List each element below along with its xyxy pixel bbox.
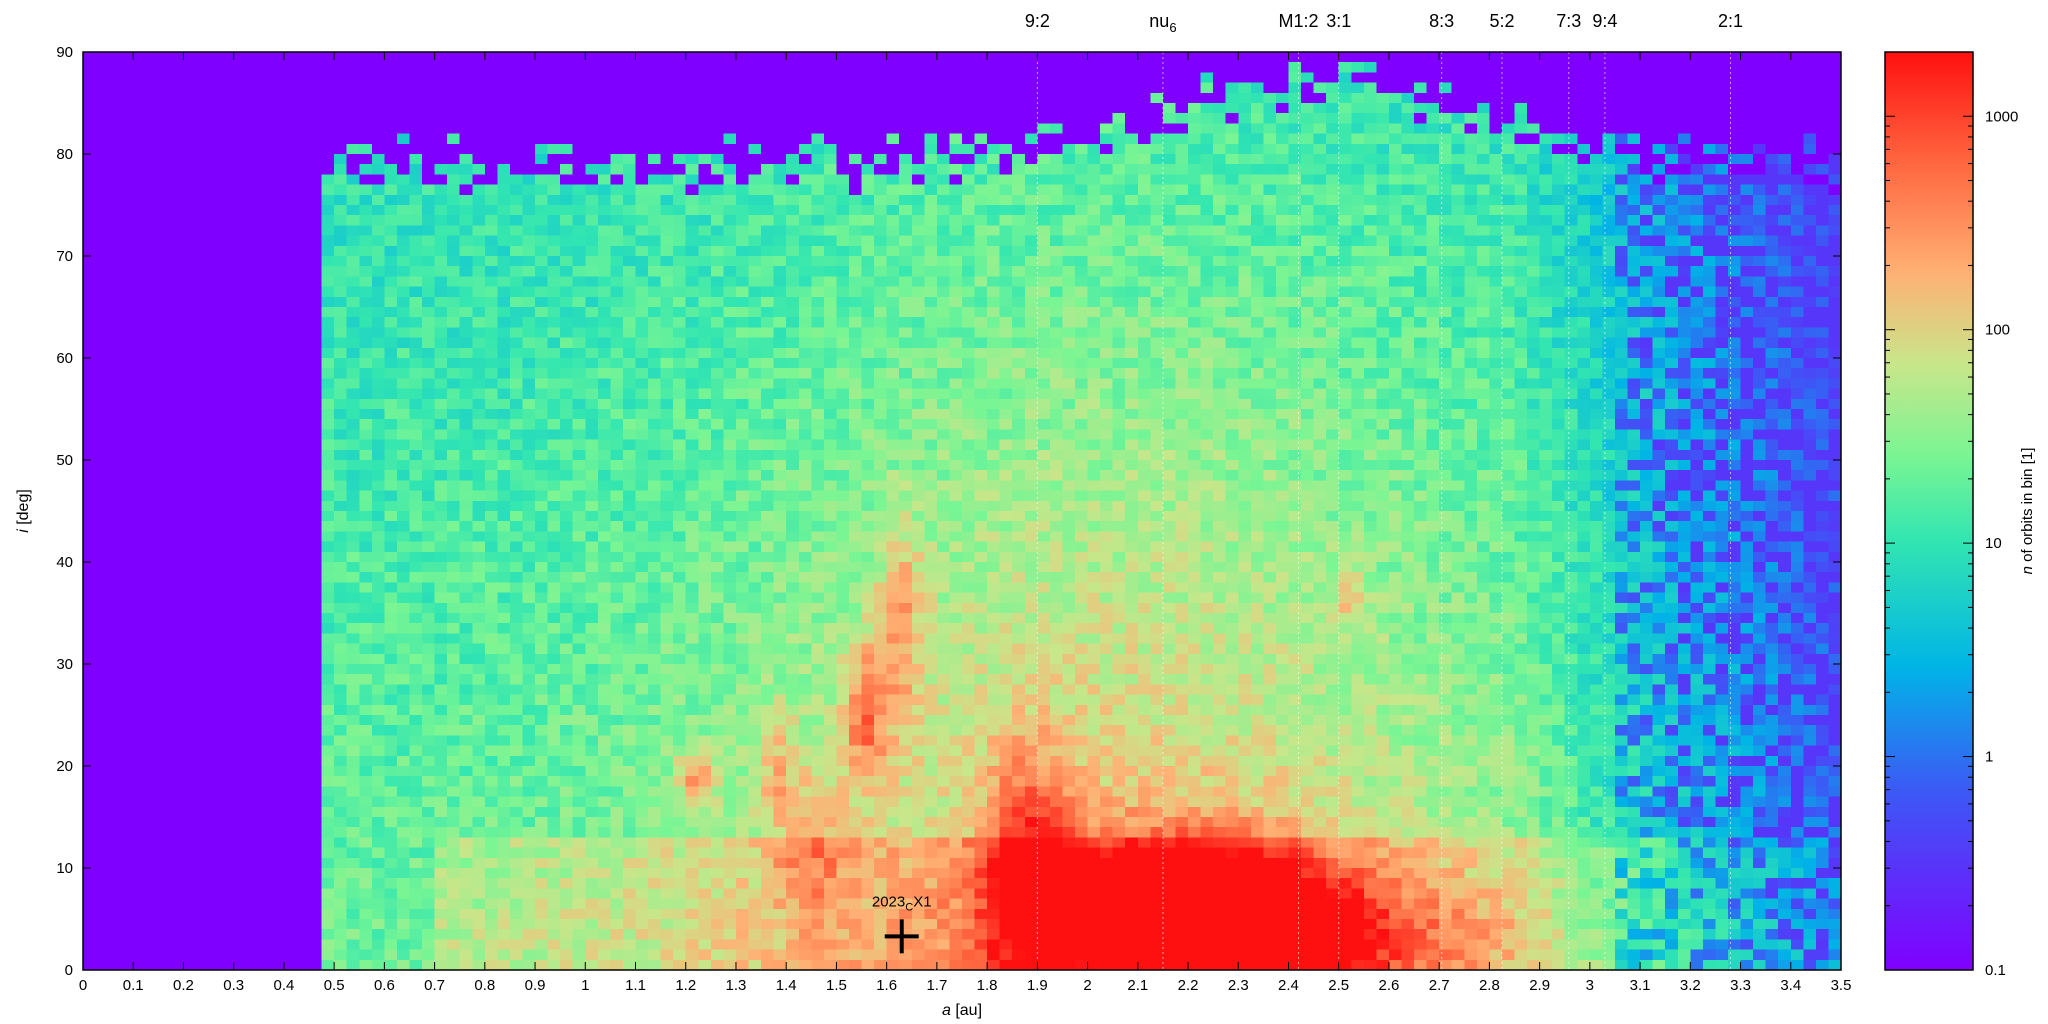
marker-label-suffix: X1 [913, 893, 931, 910]
x-tick-label: 0.6 [374, 977, 395, 994]
x-tick-label: 1.9 [1027, 977, 1048, 994]
x-tick-label: 1.6 [876, 977, 897, 994]
resonance-label-text: 5:2 [1489, 11, 1514, 31]
x-tick-label: 1 [581, 977, 589, 994]
y-tick-label: 60 [56, 350, 73, 367]
colorbar-tick-label: 100 [1985, 322, 2010, 339]
marker-label-main: 2023 [872, 893, 905, 910]
x-tick-label: 0.7 [424, 977, 445, 994]
x-tick-label: 0.1 [123, 977, 144, 994]
x-tick-label: 0.2 [173, 977, 194, 994]
colorbar: 0.1 1 10 100 1000 n of orbits in bin [1] [1884, 51, 2036, 979]
colorbar-label-var: n [2019, 566, 2036, 574]
colorbar-tick-label: 10 [1985, 535, 2002, 552]
y-tick-label: 0 [65, 962, 73, 979]
x-tick-label: 2.2 [1178, 977, 1199, 994]
x-tick-label: 1.1 [625, 977, 646, 994]
x-tick-label: 3.5 [1831, 977, 1852, 994]
resonance-label-sub: 6 [1169, 20, 1176, 35]
resonance-label: 5:2 [1489, 11, 1514, 31]
resonance-label: 8:3 [1429, 11, 1454, 31]
marker-label: 2023CX1 [872, 893, 932, 913]
resonance-label-text: 9:4 [1592, 11, 1617, 31]
x-tick-label: 2.3 [1228, 977, 1249, 994]
colorbar-tick-label: 0.1 [1985, 962, 2006, 979]
x-tick-label: 0.8 [474, 977, 495, 994]
plot-area [83, 52, 1841, 970]
marker-label-sub: C [905, 901, 913, 913]
x-tick-label: 2.8 [1479, 977, 1500, 994]
colorbar-label: n of orbits in bin [1] [2019, 448, 2036, 575]
y-axis-label: i [deg] [15, 489, 32, 533]
plot-frame [82, 51, 1842, 971]
x-tick-label: 1.7 [926, 977, 947, 994]
resonance-label-text: M1:2 [1279, 11, 1319, 31]
x-tick-label: 2 [1083, 977, 1091, 994]
heatmap-raster [83, 52, 1841, 970]
colorbar-tick-label: 1 [1985, 749, 1993, 766]
y-tick-label: 80 [56, 146, 73, 163]
x-tick-label: 3.1 [1630, 977, 1651, 994]
x-tick-label: 3.3 [1730, 977, 1751, 994]
resonance-label-text: 3:1 [1326, 11, 1351, 31]
x-tick-label: 0.4 [273, 977, 294, 994]
x-axis-label: a [au] [942, 1002, 982, 1019]
x-tick-label: 2.7 [1429, 977, 1450, 994]
x-axis-label-unit: [au] [951, 1002, 982, 1019]
resonance-label: nu6 [1149, 11, 1176, 35]
resonance-label-text: 7:3 [1556, 11, 1581, 31]
y-axis-label-unit: [deg] [15, 489, 32, 529]
resonance-label-text: nu [1149, 11, 1169, 31]
x-tick-label: 3 [1586, 977, 1594, 994]
x-tick-label: 1.2 [675, 977, 696, 994]
resonance-labels: 9:2 nu6 M1:2 3:1 8:3 5:2 7:3 9:4 2:1 [1025, 11, 1743, 35]
resonance-label: 7:3 [1556, 11, 1581, 31]
x-tick-label: 0.5 [324, 977, 345, 994]
colorbar-gradient [1884, 51, 1974, 971]
x-tick-label: 2.1 [1127, 977, 1148, 994]
resonance-label: M1:2 [1279, 11, 1319, 31]
y-tick-label: 30 [56, 656, 73, 673]
x-tick-label: 2.5 [1328, 977, 1349, 994]
x-tick-label: 0 [79, 977, 87, 994]
colorbar-tick-label: 1000 [1985, 108, 2018, 125]
object-marker: 2023CX1 [872, 893, 932, 954]
x-tick-label: 1.3 [726, 977, 747, 994]
y-tick-label: 70 [56, 248, 73, 265]
resonance-label: 9:4 [1592, 11, 1617, 31]
colorbar-label-rest: of orbits in bin [1] [2019, 448, 2036, 566]
y-tick-label: 20 [56, 758, 73, 775]
y-tick-label: 90 [56, 44, 73, 61]
y-tick-label: 40 [56, 554, 73, 571]
resonance-label: 3:1 [1326, 11, 1351, 31]
x-tick-label: 3.2 [1680, 977, 1701, 994]
resonance-label-text: 9:2 [1025, 11, 1050, 31]
x-tick-label: 2.9 [1529, 977, 1550, 994]
axes: 0 0.1 0.2 0.3 0.4 0.5 0.6 0.7 0.8 0.9 1 1.1 1.2 1.3 1.… [15, 44, 1851, 1019]
resonance-label-text: 2:1 [1718, 11, 1743, 31]
x-tick-label: 2.6 [1379, 977, 1400, 994]
y-axis-label-var: i [15, 529, 32, 533]
x-tick-label: 0.3 [223, 977, 244, 994]
resonance-label: 9:2 [1025, 11, 1050, 31]
y-tick-label: 50 [56, 452, 73, 469]
x-tick-label: 1.4 [776, 977, 797, 994]
x-tick-label: 1.8 [977, 977, 998, 994]
resonance-label: 2:1 [1718, 11, 1743, 31]
x-axis-label-var: a [942, 1002, 951, 1019]
x-tick-label: 0.9 [525, 977, 546, 994]
y-tick-label: 10 [56, 860, 73, 877]
x-tick-label: 1.5 [826, 977, 847, 994]
x-tick-label: 2.4 [1278, 977, 1299, 994]
resonance-label-text: 8:3 [1429, 11, 1454, 31]
x-tick-label: 3.4 [1780, 977, 1801, 994]
